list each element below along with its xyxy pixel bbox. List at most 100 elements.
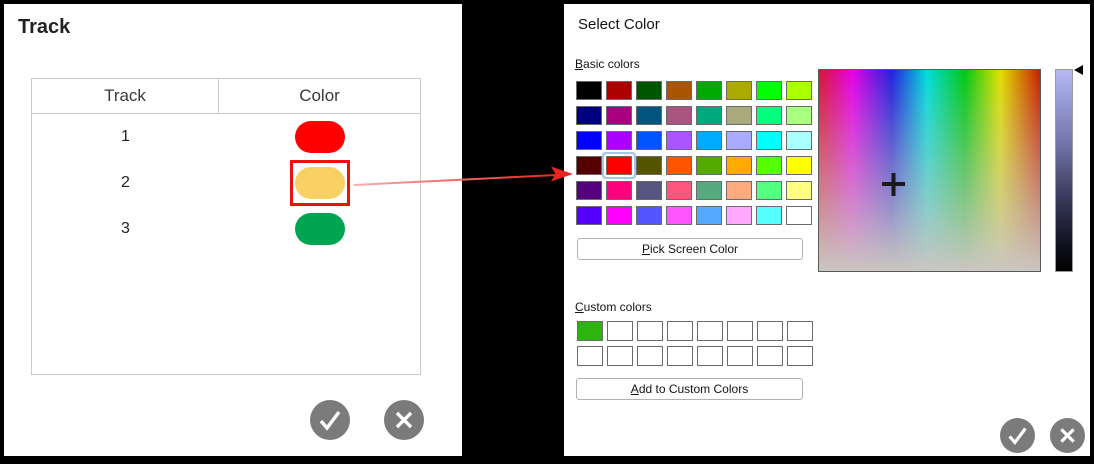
custom-colors-grid bbox=[577, 321, 813, 366]
basic-color-swatch[interactable] bbox=[726, 156, 752, 175]
basic-color-swatch[interactable] bbox=[756, 156, 782, 175]
basic-color-swatch[interactable] bbox=[666, 131, 692, 150]
pick-screen-color-button[interactable]: Pick Screen Color bbox=[577, 238, 803, 260]
custom-color-swatch[interactable] bbox=[697, 321, 723, 341]
custom-color-swatch[interactable] bbox=[787, 321, 813, 341]
custom-color-swatch[interactable] bbox=[577, 321, 603, 341]
basic-color-swatch[interactable] bbox=[756, 106, 782, 125]
hue-saturation-picker[interactable] bbox=[818, 69, 1041, 272]
custom-color-swatch[interactable] bbox=[667, 321, 693, 341]
basic-color-swatch[interactable] bbox=[576, 181, 602, 200]
basic-color-swatch[interactable] bbox=[666, 181, 692, 200]
basic-color-swatch[interactable] bbox=[726, 206, 752, 225]
track-color-swatch-yellow[interactable] bbox=[294, 167, 345, 199]
custom-color-swatch[interactable] bbox=[607, 346, 633, 366]
custom-color-swatch[interactable] bbox=[637, 346, 663, 366]
basic-colors-grid bbox=[576, 81, 812, 225]
check-icon bbox=[310, 400, 350, 440]
cancel-button[interactable] bbox=[384, 400, 424, 440]
custom-color-swatch[interactable] bbox=[667, 346, 693, 366]
custom-color-swatch[interactable] bbox=[697, 346, 723, 366]
basic-color-swatch[interactable] bbox=[666, 81, 692, 100]
basic-color-swatch[interactable] bbox=[696, 181, 722, 200]
basic-color-swatch[interactable] bbox=[726, 131, 752, 150]
color-box bbox=[290, 114, 350, 160]
close-icon bbox=[1050, 418, 1085, 453]
custom-color-swatch[interactable] bbox=[787, 346, 813, 366]
track-color-swatch-red[interactable] bbox=[294, 121, 345, 153]
table-row: 1 bbox=[32, 114, 420, 160]
dialog-title: Select Color bbox=[578, 16, 660, 33]
basic-color-swatch[interactable] bbox=[606, 131, 632, 150]
check-icon bbox=[1000, 418, 1035, 453]
basic-color-swatch[interactable] bbox=[756, 206, 782, 225]
track-number-cell[interactable]: 3 bbox=[121, 220, 130, 237]
basic-color-swatch[interactable] bbox=[786, 156, 812, 175]
track-color-swatch-green[interactable] bbox=[294, 213, 345, 245]
custom-color-swatch[interactable] bbox=[637, 321, 663, 341]
select-color-dialog: Select Color Basic colors Pick Screen Co… bbox=[564, 4, 1090, 456]
basic-color-swatch[interactable] bbox=[666, 156, 692, 175]
custom-colors-label: Custom colors bbox=[575, 300, 652, 314]
custom-color-swatch[interactable] bbox=[757, 346, 783, 366]
basic-color-swatch[interactable] bbox=[786, 106, 812, 125]
basic-color-swatch[interactable] bbox=[696, 131, 722, 150]
basic-color-swatch[interactable] bbox=[786, 131, 812, 150]
slider-arrow-icon[interactable] bbox=[1074, 65, 1083, 75]
basic-color-swatch[interactable] bbox=[786, 181, 812, 200]
basic-color-swatch[interactable] bbox=[576, 81, 602, 100]
basic-color-swatch[interactable] bbox=[726, 81, 752, 100]
basic-color-swatch[interactable] bbox=[576, 156, 602, 175]
track-number-cell[interactable]: 1 bbox=[121, 128, 130, 145]
track-number-cell[interactable]: 2 bbox=[121, 174, 130, 191]
custom-color-swatch[interactable] bbox=[727, 346, 753, 366]
basic-color-swatch[interactable] bbox=[636, 156, 662, 175]
basic-color-swatch[interactable] bbox=[636, 106, 662, 125]
basic-color-swatch[interactable] bbox=[696, 106, 722, 125]
basic-color-swatch[interactable] bbox=[606, 106, 632, 125]
basic-color-swatch[interactable] bbox=[756, 81, 782, 100]
basic-color-swatch[interactable] bbox=[786, 206, 812, 225]
basic-color-swatch[interactable] bbox=[636, 81, 662, 100]
basic-color-swatch[interactable] bbox=[696, 206, 722, 225]
basic-color-swatch[interactable] bbox=[726, 181, 752, 200]
custom-color-swatch[interactable] bbox=[757, 321, 783, 341]
basic-color-swatch[interactable] bbox=[606, 156, 632, 175]
track-color-cell bbox=[219, 114, 420, 160]
basic-color-swatch[interactable] bbox=[606, 81, 632, 100]
basic-color-swatch[interactable] bbox=[576, 131, 602, 150]
dialog-cancel-button[interactable] bbox=[1050, 418, 1085, 453]
basic-colors-label: Basic colors bbox=[575, 57, 640, 71]
basic-color-swatch[interactable] bbox=[636, 131, 662, 150]
basic-color-swatch[interactable] bbox=[786, 81, 812, 100]
add-to-custom-colors-button[interactable]: Add to Custom Colors bbox=[576, 378, 803, 400]
value-slider[interactable] bbox=[1055, 69, 1073, 272]
table-row: 3 bbox=[32, 206, 420, 252]
column-header-color: Color bbox=[299, 86, 340, 105]
custom-color-swatch[interactable] bbox=[727, 321, 753, 341]
custom-color-swatch[interactable] bbox=[577, 346, 603, 366]
basic-color-swatch[interactable] bbox=[576, 206, 602, 225]
confirm-button[interactable] bbox=[310, 400, 350, 440]
basic-color-swatch[interactable] bbox=[636, 181, 662, 200]
basic-color-swatch[interactable] bbox=[576, 106, 602, 125]
close-icon bbox=[384, 400, 424, 440]
basic-color-swatch[interactable] bbox=[696, 81, 722, 100]
page-title: Track bbox=[18, 16, 71, 38]
basic-color-swatch[interactable] bbox=[726, 106, 752, 125]
track-color-cell bbox=[219, 160, 420, 206]
basic-color-swatch[interactable] bbox=[696, 156, 722, 175]
basic-color-swatch[interactable] bbox=[606, 181, 632, 200]
custom-color-swatch[interactable] bbox=[607, 321, 633, 341]
track-table: Track Color 1 2 3 bbox=[31, 78, 421, 375]
track-panel: Track Track Color 1 2 3 bbox=[4, 4, 462, 456]
dialog-confirm-button[interactable] bbox=[1000, 418, 1035, 453]
track-table-header: Track Color bbox=[32, 79, 420, 114]
basic-color-swatch[interactable] bbox=[756, 181, 782, 200]
basic-color-swatch[interactable] bbox=[636, 206, 662, 225]
basic-color-swatch[interactable] bbox=[666, 206, 692, 225]
basic-color-swatch[interactable] bbox=[756, 131, 782, 150]
basic-color-swatch[interactable] bbox=[606, 206, 632, 225]
basic-color-swatch[interactable] bbox=[666, 106, 692, 125]
